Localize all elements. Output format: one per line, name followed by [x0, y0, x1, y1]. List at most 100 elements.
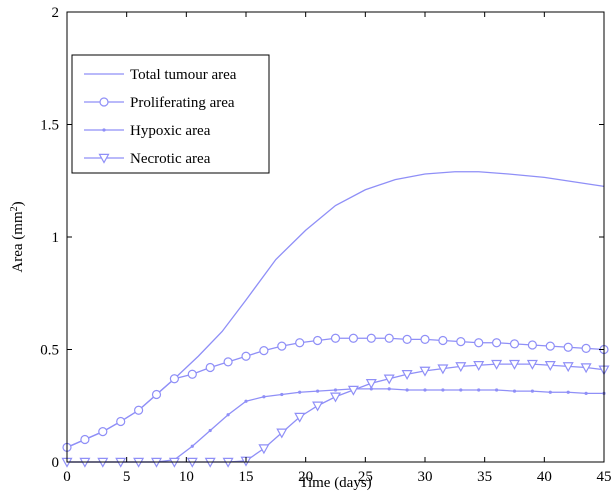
data-point	[295, 338, 305, 348]
data-point	[419, 366, 431, 377]
legend-swatch-marker	[98, 153, 110, 164]
x-tick-label: 10	[179, 469, 194, 485]
data-point	[298, 390, 302, 394]
legend-label: Total tumour area	[130, 67, 237, 83]
data-point	[258, 444, 270, 455]
data-point	[495, 388, 499, 392]
y-tick-label: 0.5	[40, 343, 59, 359]
data-point	[526, 359, 538, 370]
x-axis-label: Time (days)	[299, 475, 371, 491]
x-tick-label: 15	[239, 469, 254, 485]
data-point	[366, 333, 376, 343]
data-point	[387, 387, 391, 391]
data-point	[347, 385, 359, 396]
data-point	[584, 391, 588, 395]
data-point	[459, 388, 463, 392]
data-point	[512, 389, 517, 393]
data-point	[581, 343, 591, 353]
data-point	[223, 357, 233, 367]
data-point	[545, 341, 555, 351]
data-point	[241, 351, 251, 361]
data-point	[98, 427, 108, 437]
data-point	[294, 412, 306, 423]
y-axis-label-text: Area (mm	[10, 211, 26, 273]
data-point	[348, 333, 358, 343]
legend-label: Necrotic area	[130, 151, 211, 167]
data-point	[508, 359, 521, 370]
x-tick-label: 40	[537, 469, 552, 485]
data-point	[313, 335, 323, 346]
data-point	[190, 444, 194, 448]
legend-box	[71, 54, 270, 174]
axes: 0 5 10 15 20 25 30 35 40 45 0 0.5 1 1.5 2	[40, 5, 611, 485]
data-point	[530, 389, 535, 393]
data-point	[383, 374, 395, 385]
x-tick-label: 20	[298, 469, 313, 485]
data-point	[438, 335, 448, 346]
data-point	[169, 374, 179, 384]
data-point	[277, 341, 287, 351]
data-point	[333, 388, 338, 392]
data-point	[262, 395, 266, 399]
data-point	[437, 364, 449, 375]
y-axis-label: Area (mm2)	[9, 201, 27, 272]
data-point	[477, 388, 481, 392]
y-tick-label: 1.5	[40, 118, 59, 134]
data-point	[456, 337, 466, 347]
data-point	[329, 392, 342, 403]
y-axis-label-superscript: 2	[9, 206, 20, 211]
data-point	[492, 338, 502, 348]
data-point	[509, 339, 520, 349]
data-point	[208, 428, 212, 433]
data-point	[544, 361, 556, 371]
data-point	[280, 392, 284, 397]
legend-swatch-marker	[99, 97, 109, 107]
x-tick-label: 25	[358, 469, 373, 485]
x-tick-label: 35	[477, 469, 492, 485]
legend-label: Proliferating area	[130, 95, 235, 111]
y-axis-label-close: )	[10, 201, 26, 206]
legend: Total tumour area Proliferating area Hypox…	[71, 54, 270, 174]
x-tick-label: 5	[123, 469, 131, 485]
data-point	[187, 369, 197, 379]
data-point	[244, 399, 248, 403]
data-point	[116, 416, 126, 427]
data-point	[401, 370, 413, 380]
data-point	[527, 340, 538, 350]
data-point	[473, 361, 485, 371]
y-tick-label: 2	[52, 5, 60, 21]
y-tick-label: 1	[52, 230, 60, 246]
data-point	[562, 362, 574, 373]
x-tick-label: 30	[418, 469, 433, 485]
data-point	[205, 362, 215, 373]
data-point	[580, 363, 592, 374]
data-point	[566, 390, 570, 394]
data-point	[384, 333, 394, 343]
data-point	[80, 434, 90, 445]
x-tick-label: 45	[597, 469, 612, 485]
data-point	[365, 379, 377, 389]
data-point	[441, 388, 445, 392]
legend-swatch-marker	[102, 128, 106, 132]
data-point	[151, 389, 162, 400]
data-point	[312, 401, 324, 412]
data-point	[259, 346, 269, 356]
data-point	[316, 389, 320, 393]
data-point	[330, 333, 341, 343]
data-point	[405, 388, 409, 392]
data-point	[455, 362, 467, 373]
data-point	[226, 413, 230, 417]
data-point	[474, 338, 484, 348]
data-point	[134, 405, 144, 415]
data-point	[423, 388, 427, 392]
data-point	[491, 359, 503, 370]
data-point	[402, 334, 412, 344]
x-tick-label: 0	[63, 469, 71, 485]
data-point	[420, 334, 430, 344]
y-tick-label: 0	[52, 455, 60, 471]
data-point	[548, 390, 552, 394]
data-point	[563, 342, 573, 352]
data-point	[276, 428, 288, 439]
legend-label: Hypoxic area	[130, 123, 211, 139]
